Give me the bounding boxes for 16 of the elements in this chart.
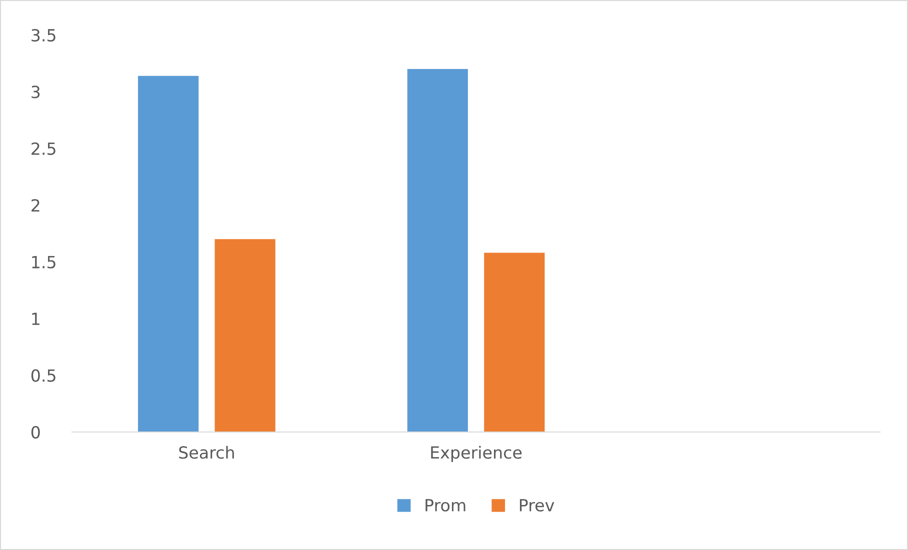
y-tick-label: 0 <box>31 426 40 439</box>
x-tick-label: Search <box>179 446 234 459</box>
y-tick-label: 2 <box>32 199 40 212</box>
y-tick-label: 3.5 <box>32 28 56 42</box>
y-tick-label: 1 <box>32 312 40 325</box>
legend-label: Prom <box>426 499 466 512</box>
bar <box>407 69 468 432</box>
bar <box>214 239 276 432</box>
x-tick-label: Experience <box>431 446 522 462</box>
bar <box>484 252 545 432</box>
y-tick-label: 2.5 <box>32 142 56 155</box>
bar <box>138 76 199 432</box>
y-tick-label: 1.5 <box>32 256 56 268</box>
y-tick-label: 0.5 <box>31 369 56 382</box>
y-tick-label: 3 <box>32 86 40 98</box>
legend-label: Prev <box>520 499 554 512</box>
